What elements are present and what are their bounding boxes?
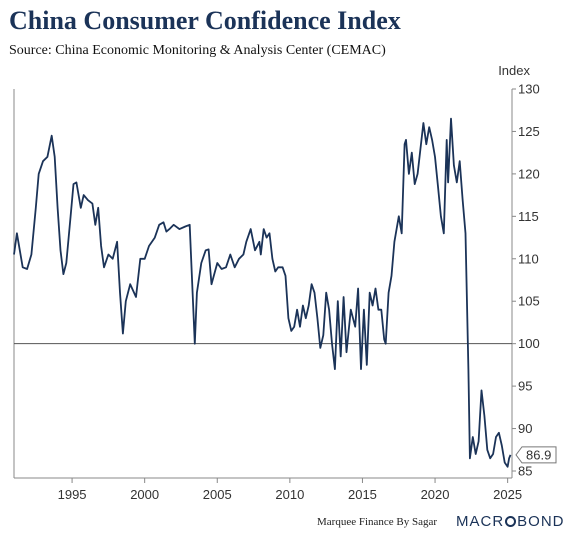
brand-text-end: BOND (517, 513, 564, 530)
x-tick-label: 2015 (348, 487, 377, 502)
y-tick-label: 85 (518, 464, 532, 479)
y-tick-label: 130 (518, 82, 540, 97)
brand-text-start: MACR (456, 513, 505, 530)
y-tick-label: 110 (518, 251, 539, 266)
series-line (13, 117, 512, 468)
last-value-callout (515, 446, 557, 464)
y-axis-label: Index (498, 63, 530, 78)
footer-credit: Marquee Finance By Sagar (317, 516, 438, 528)
y-tick-label: 115 (518, 209, 539, 224)
y-tick-label: 95 (518, 379, 532, 394)
y-tick-label: 105 (518, 294, 540, 309)
x-tick-label: 2020 (421, 487, 450, 502)
y-tick-label: 120 (518, 166, 540, 181)
brand-o-icon (505, 516, 517, 527)
chart-subtitle: Source: China Economic Monitoring & Anal… (9, 43, 386, 58)
x-tick-label: 2005 (203, 487, 232, 502)
chart-title: China Consumer Confidence Index (9, 6, 401, 35)
macrobond-logo: MACR BOND (456, 513, 564, 530)
x-tick-label: 2000 (130, 487, 159, 502)
last-value-label: 86.9 (526, 447, 551, 462)
x-tick-label: 2025 (493, 487, 522, 502)
y-tick-label: 100 (518, 336, 540, 351)
y-tick-label: 125 (518, 124, 540, 139)
x-tick-label: 1995 (58, 487, 87, 502)
x-tick-label: 2010 (275, 487, 304, 502)
y-tick-label: 90 (518, 421, 532, 436)
